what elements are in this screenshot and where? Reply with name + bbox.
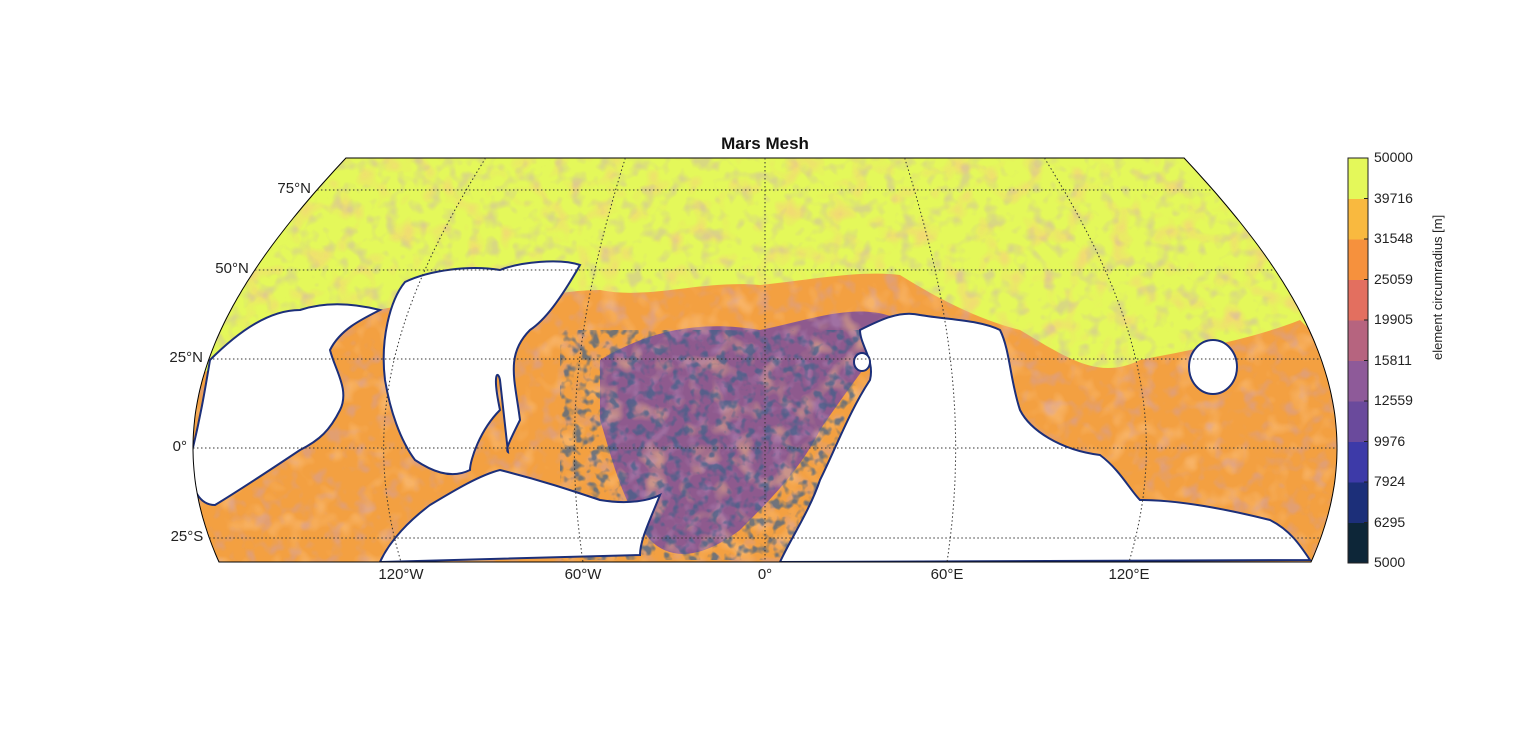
north-west-hole (382, 260, 582, 476)
colorbar-label: element circumradius [m] (1430, 214, 1445, 360)
longitude-label: 120°W (378, 566, 424, 583)
crater-hole-east (1188, 339, 1238, 395)
map-title: Mars Mesh (721, 134, 809, 153)
latitude-label: 50°N (215, 260, 249, 277)
latitude-label: 75°N (277, 180, 311, 197)
colorbar-tick-label: 9976 (1374, 432, 1406, 449)
western-basin-hole (193, 303, 383, 507)
colorbar-tick-label: 19905 (1374, 311, 1413, 327)
southern-trough-hole (378, 468, 662, 562)
crater-hole-ring (853, 352, 871, 372)
map-frame (192, 157, 1338, 563)
latitude-label: 0° (172, 438, 187, 455)
graticule (193, 157, 1337, 563)
colorbar-tick-label: 5000 (1374, 554, 1406, 570)
latitude-label: 25°N (169, 349, 203, 366)
longitude-label: 120°E (1108, 566, 1150, 583)
colorbar-tick-label: 6295 (1374, 513, 1406, 530)
longitude-label: 0° (757, 566, 773, 583)
unmeshed-regions (193, 260, 1312, 562)
map-layer (193, 158, 1337, 562)
latitude-label: 25°S (170, 528, 204, 545)
colorbar-tick-label: 31548 (1374, 230, 1413, 246)
colorbar-tick-label: 7924 (1374, 473, 1406, 489)
eastern-lowland-hole (778, 312, 1312, 562)
colorbar-tick-label: 50000 (1374, 149, 1413, 165)
longitude-label: 60°E (930, 566, 964, 583)
longitude-label: 60°W (564, 566, 602, 583)
colorbar-tick-label: 15811 (1374, 351, 1412, 368)
colorbar-tick-label: 25059 (1374, 270, 1413, 287)
colorbar-tick-label: 39716 (1374, 189, 1413, 206)
colorbar-tick-label: 12559 (1374, 392, 1413, 408)
